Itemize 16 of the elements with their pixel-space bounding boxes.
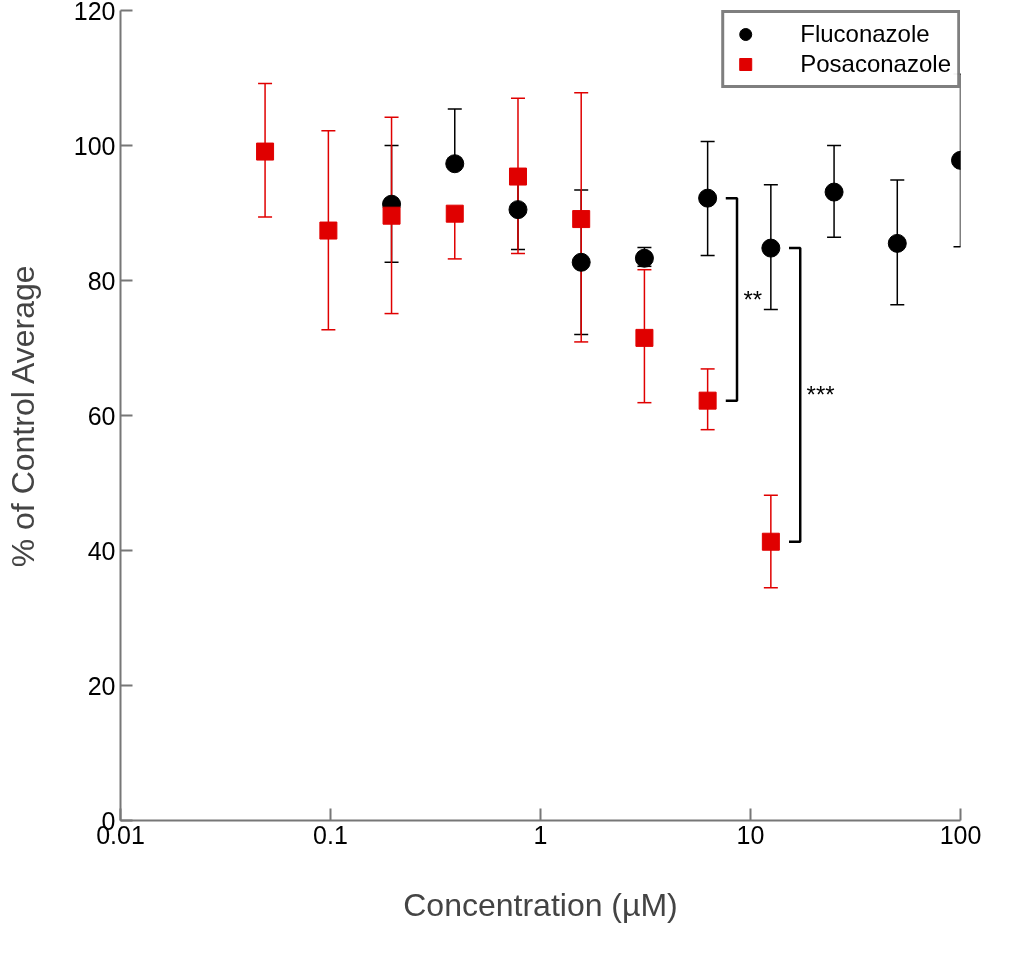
x-tick-label: 1 [533,820,548,849]
annotation: *** [806,381,835,409]
x-tick-label: 100 [939,820,982,849]
y-tick-label: 80 [87,266,116,295]
y-tick-label: 40 [87,536,116,565]
x-tick-label: 10 [736,820,765,849]
x-tick-label: 0.1 [313,820,348,849]
y-tick-label: 20 [87,671,116,700]
annotation: ** [743,285,763,313]
y-axis-title: % of Control Average [4,265,41,568]
legend-label: Posaconazole [800,50,951,78]
x-axis-title: Concentration (µM) [403,886,678,923]
y-tick-label: 120 [73,0,116,25]
y-tick-label: 100 [73,131,116,160]
y-tick-label: 60 [87,401,116,430]
legend-label: Fluconazole [800,20,930,48]
